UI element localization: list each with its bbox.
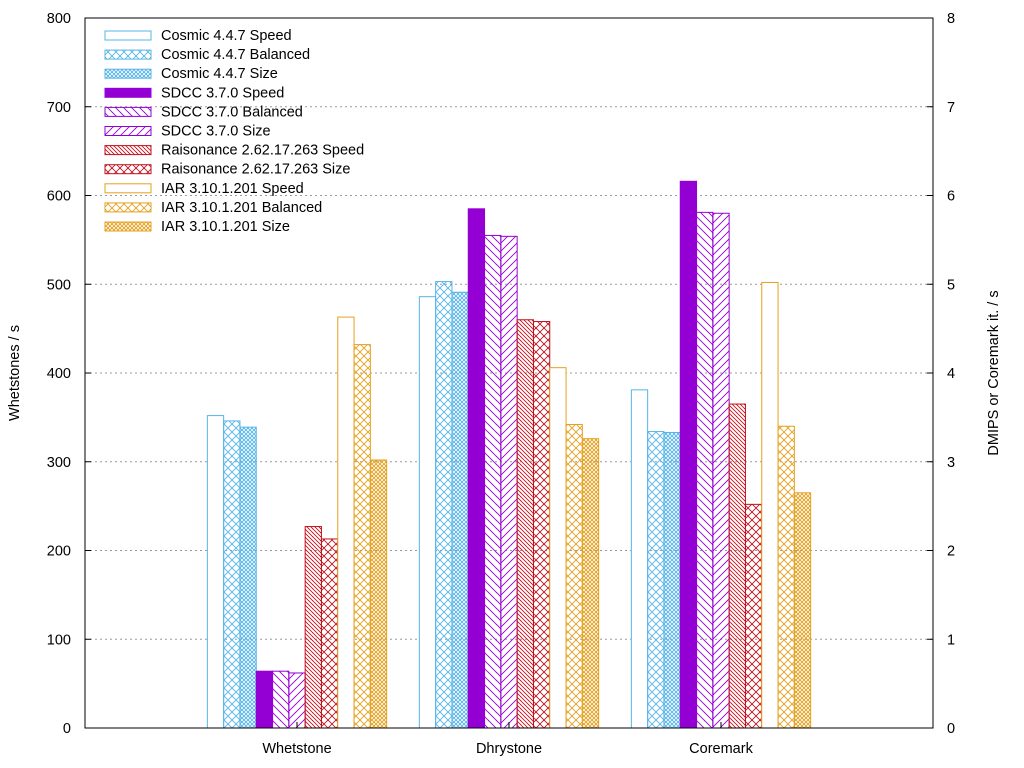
legend-label: SDCC 3.7.0 Balanced — [161, 104, 303, 120]
y-tick-label: 400 — [47, 366, 71, 382]
legend-label: Raisonance 2.62.17.263 Speed — [161, 143, 364, 159]
bar — [239, 426, 257, 729]
bar — [320, 538, 339, 729]
x-tick-label: Whetstone — [262, 741, 331, 757]
bar — [630, 389, 649, 729]
bar — [304, 526, 322, 729]
bar — [272, 670, 290, 729]
bar — [418, 296, 437, 729]
legend-swatch — [104, 49, 152, 60]
legend-label: IAR 3.10.1.201 Balanced — [161, 200, 322, 216]
y-tick-label: 100 — [47, 632, 71, 648]
y-tick-label: 0 — [63, 721, 71, 737]
y2-tick-label: 7 — [947, 100, 955, 116]
bar — [744, 503, 763, 729]
bar — [353, 344, 371, 729]
bar — [516, 319, 534, 729]
bar — [467, 208, 486, 729]
bar — [369, 459, 388, 729]
legend-swatch — [104, 202, 152, 213]
legend-swatch — [104, 106, 152, 117]
legend-swatch — [104, 30, 152, 41]
y2-axis-label: DMIPS or Coremark it. / s — [986, 290, 1002, 455]
bar — [549, 367, 567, 729]
bar — [288, 672, 306, 729]
bars — [206, 180, 812, 729]
legend-label: IAR 3.10.1.201 Size — [161, 219, 290, 235]
y-tick-label: 800 — [47, 11, 71, 27]
legend-label: Cosmic 4.4.7 Balanced — [161, 47, 310, 63]
legend-swatch — [104, 164, 152, 175]
bar — [532, 321, 551, 729]
legend-swatch — [104, 145, 152, 156]
bar — [435, 281, 453, 729]
y2-tick-label: 1 — [947, 632, 955, 648]
y-tick-label: 700 — [47, 100, 71, 116]
bar — [337, 316, 355, 729]
y2-tick-label: 2 — [947, 544, 955, 560]
legend-label: SDCC 3.7.0 Speed — [161, 85, 284, 101]
bar — [777, 425, 795, 729]
legend-swatch — [104, 87, 152, 98]
bar — [793, 492, 812, 729]
legend-label: Raisonance 2.62.17.263 Size — [161, 162, 350, 178]
bar — [696, 211, 714, 729]
y-tick-label: 200 — [47, 544, 71, 560]
axis-ticks: 0 100 200 300 400 500 600 700 800 0 1 2 3 4 5 6 7 8 Whetst… — [47, 11, 955, 757]
bar — [663, 431, 681, 729]
legend-label: IAR 3.10.1.201 Speed — [161, 181, 304, 197]
legend-label: SDCC 3.7.0 Size — [161, 124, 271, 140]
bar — [500, 235, 518, 729]
legend-swatch — [104, 68, 152, 79]
y2-tick-label: 5 — [947, 277, 955, 293]
y-axis-label: Whetstones / s — [7, 325, 23, 421]
legend-swatch — [104, 183, 152, 194]
bar — [223, 420, 241, 729]
bar — [581, 438, 600, 729]
bar — [565, 423, 583, 729]
y2-tick-label: 3 — [947, 455, 955, 471]
y-tick-label: 600 — [47, 189, 71, 205]
x-tick-label: Dhrystone — [476, 741, 542, 757]
bar — [206, 415, 225, 729]
y-tick-label: 300 — [47, 455, 71, 471]
legend: Cosmic 4.4.7 Speed Cosmic 4.4.7 Balanced C… — [104, 28, 364, 235]
bar — [484, 234, 502, 729]
bar — [712, 212, 730, 729]
bar — [761, 281, 779, 729]
bar — [728, 403, 746, 729]
legend-label: Cosmic 4.4.7 Size — [161, 66, 278, 82]
legend-swatch — [104, 126, 152, 136]
bar — [647, 431, 665, 729]
y2-tick-label: 6 — [947, 189, 955, 205]
legend-swatch — [104, 221, 152, 232]
bar — [679, 180, 698, 729]
legend-label: Cosmic 4.4.7 Speed — [161, 28, 292, 44]
y2-tick-label: 0 — [947, 721, 955, 737]
x-tick-label: Coremark — [689, 741, 753, 757]
y2-tick-label: 4 — [947, 366, 955, 382]
y2-tick-label: 8 — [947, 11, 955, 27]
y-tick-label: 500 — [47, 277, 71, 293]
bar — [255, 670, 274, 729]
bar — [451, 291, 469, 729]
